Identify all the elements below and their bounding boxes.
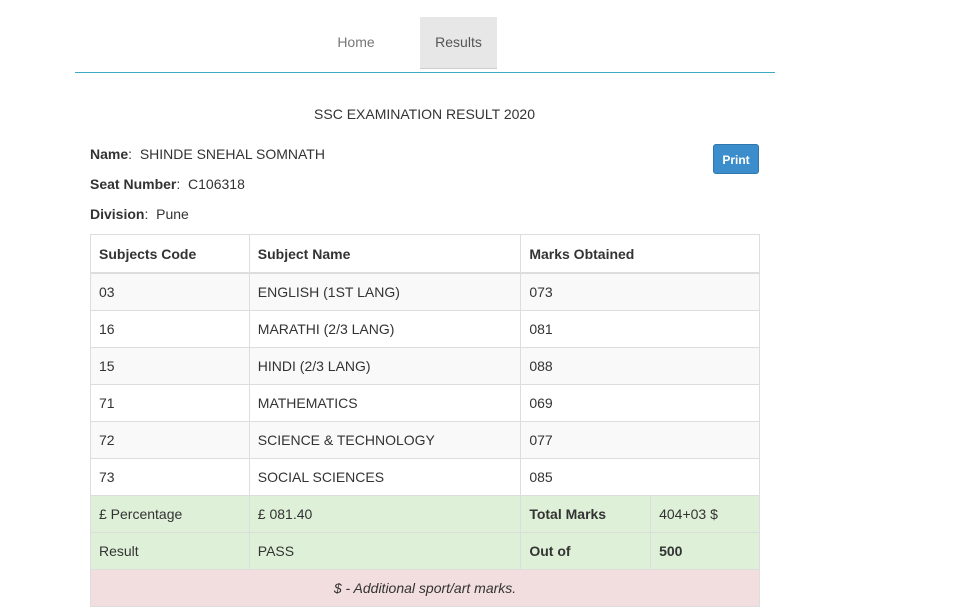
subject-code: 16: [90, 310, 250, 348]
page-title: SSC EXAMINATION RESULT 2020: [314, 106, 535, 122]
division: Pune: [156, 206, 189, 222]
table-row: 16 MARATHI (2/3 LANG) 081: [90, 310, 760, 348]
percentage-value: £ 081.40: [248, 495, 522, 533]
subject-marks: 088: [520, 347, 760, 385]
student-name-line: Name: SHINDE SNEHAL SOMNATH: [90, 146, 325, 162]
seat-label: Seat Number: [90, 176, 177, 192]
subject-name: SCIENCE & TECHNOLOGY: [248, 421, 522, 459]
subject-code: 71: [90, 384, 250, 422]
subject-marks: 077: [520, 421, 760, 459]
table-row: 15 HINDI (2/3 LANG) 088: [90, 347, 760, 385]
subject-code: 73: [90, 458, 250, 496]
results-table: Subjects Code Subject Name Marks Obtaine…: [90, 234, 760, 607]
print-button[interactable]: Print: [713, 144, 759, 174]
subject-code: 03: [90, 272, 250, 311]
subject-marks: 069: [520, 384, 760, 422]
result-row: Result PASS Out of 500: [90, 532, 760, 570]
seat-number: C106318: [188, 176, 245, 192]
table-row: 03 ENGLISH (1ST LANG) 073: [90, 272, 760, 311]
subject-name: MARATHI (2/3 LANG): [248, 310, 522, 348]
note-row: $ - Additional sport/art marks.: [90, 569, 760, 607]
header-marks: Marks Obtained: [520, 234, 760, 274]
subject-marks: 081: [520, 310, 760, 348]
table-row: 72 SCIENCE & TECHNOLOGY 077: [90, 421, 760, 459]
table-row: 71 MATHEMATICS 069: [90, 384, 760, 422]
result-value: PASS: [248, 532, 522, 570]
subject-name: SOCIAL SCIENCES: [248, 458, 522, 496]
subject-code: 72: [90, 421, 250, 459]
seat-number-line: Seat Number: C106318: [90, 176, 245, 192]
division-label: Division: [90, 206, 145, 222]
division-line: Division: Pune: [90, 206, 189, 222]
total-marks-label: Total Marks: [520, 495, 652, 533]
total-marks-value: 404+03 $: [650, 495, 760, 533]
nav-tab-home[interactable]: Home: [337, 34, 375, 50]
out-of-value: 500: [650, 532, 760, 570]
additional-marks-note: $ - Additional sport/art marks.: [90, 569, 760, 607]
nav-tab-results[interactable]: Results: [420, 17, 497, 69]
header-subject-code: Subjects Code: [90, 234, 250, 274]
header-subject-name: Subject Name: [248, 234, 522, 274]
percentage-row: £ Percentage £ 081.40 Total Marks 404+03…: [90, 495, 760, 533]
result-label: Result: [90, 532, 250, 570]
out-of-label: Out of: [520, 532, 652, 570]
table-row: 73 SOCIAL SCIENCES 085: [90, 458, 760, 496]
subject-name: MATHEMATICS: [248, 384, 522, 422]
percentage-label: £ Percentage: [90, 495, 250, 533]
subject-name: HINDI (2/3 LANG): [248, 347, 522, 385]
top-nav: Home Results: [75, 0, 775, 73]
table-header-row: Subjects Code Subject Name Marks Obtaine…: [90, 234, 760, 274]
subject-marks: 073: [520, 272, 760, 311]
student-name: SHINDE SNEHAL SOMNATH: [139, 146, 325, 162]
subject-marks: 085: [520, 458, 760, 496]
name-label: Name: [90, 146, 129, 162]
subject-code: 15: [90, 347, 250, 385]
subject-name: ENGLISH (1ST LANG): [248, 272, 522, 311]
